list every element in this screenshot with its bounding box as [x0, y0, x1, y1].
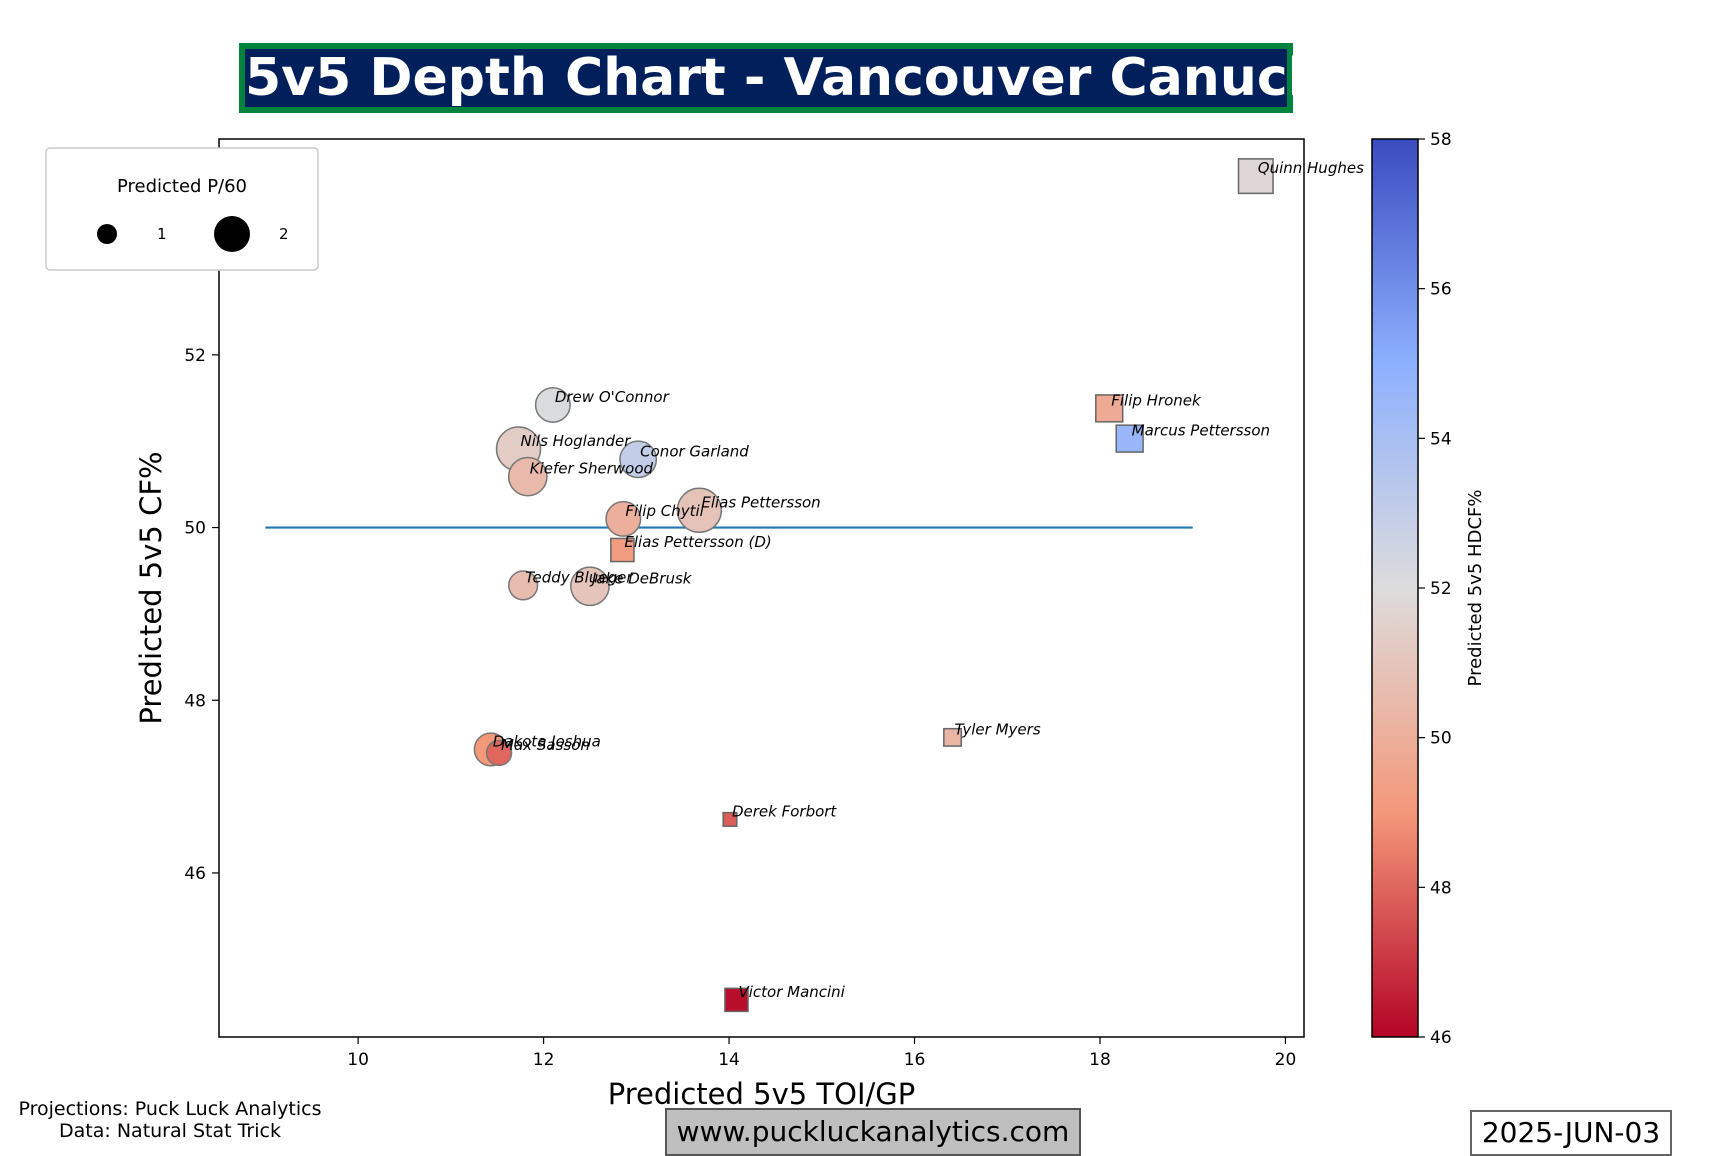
x-axis-label: Predicted 5v5 TOI/GP [608, 1077, 915, 1111]
player-label: Jake DeBrusk [589, 569, 693, 587]
player-label: Dakota Joshua [493, 732, 601, 750]
forward-marker [507, 456, 548, 497]
legend-label-small: 1 [157, 225, 167, 243]
player-label: Victor Mancini [738, 983, 845, 1001]
y-tick-label: 48 [184, 691, 206, 711]
credits-projections: Projections: Puck Luck Analytics [18, 1098, 322, 1120]
size-legend: Predicted P/60 1 2 [45, 147, 319, 271]
x-tick-label: 16 [904, 1050, 926, 1070]
player-label: Kiefer Sherwood [530, 460, 654, 478]
player-label: Filip Chytil [625, 502, 704, 520]
defense-marker [1095, 394, 1124, 423]
legend-label-large: 2 [279, 225, 289, 243]
plot-area: Drew O'Connor Nils Hoglander Conor Garland… [265, 158, 1364, 1013]
defense-marker [724, 987, 749, 1013]
legend-title: Predicted P/60 [117, 176, 247, 197]
legend-marker-large [214, 216, 250, 252]
colorbar-tick-label: 46 [1430, 1028, 1452, 1048]
player-label: Filip Hronek [1111, 391, 1202, 409]
player-label: Nils Hoglander [521, 432, 632, 450]
forward-marker [570, 566, 610, 607]
forward-marker [534, 386, 571, 423]
x-tick-label: 18 [1089, 1050, 1111, 1070]
defense-marker [1115, 424, 1144, 453]
player-label: Tyler Myers [955, 720, 1041, 738]
player-label: Marcus Pettersson [1132, 422, 1270, 440]
defense-marker [943, 727, 962, 747]
player-label: Conor Garland [640, 442, 749, 460]
y-axis-label: Predicted 5v5 CF% [134, 451, 168, 724]
defense-marker [610, 537, 635, 563]
forward-marker [508, 570, 539, 601]
colorbar-tick-label: 52 [1430, 579, 1452, 599]
colorbar-gradient [1371, 138, 1419, 1038]
y-tick-label: 52 [184, 346, 206, 366]
legend-marker-small [97, 224, 117, 244]
y-tick-label: 46 [184, 864, 206, 884]
plot-frame [218, 138, 1305, 1038]
forward-marker [619, 440, 658, 479]
forward-marker [605, 500, 642, 537]
x-tick-label: 20 [1275, 1050, 1297, 1070]
forward-marker [485, 739, 513, 767]
x-tick-label: 14 [718, 1050, 740, 1070]
player-label: Quinn Hughes [1258, 159, 1364, 177]
player-label: Drew O'Connor [555, 388, 670, 406]
credits-data-source: Data: Natural Stat Trick [59, 1120, 281, 1142]
player-label: Elias Pettersson [701, 493, 820, 511]
x-tick-label: 12 [533, 1050, 555, 1070]
player-label: Elias Pettersson (D) [624, 533, 771, 551]
player-label: Teddy Blueger [525, 568, 633, 586]
player-label: Derek Forbort [732, 802, 837, 820]
colorbar-tick-label: 50 [1430, 729, 1452, 749]
forward-marker [676, 487, 723, 534]
x-tick-label: 10 [347, 1050, 369, 1070]
defense-marker [1237, 158, 1274, 195]
colorbar-tick-label: 56 [1430, 280, 1452, 300]
legend-box [45, 147, 319, 271]
defense-marker [722, 811, 738, 827]
website-label[interactable]: www.puckluckanalytics.com [665, 1108, 1081, 1156]
colorbar-tick-label: 54 [1430, 429, 1452, 449]
player-label: Max Sasson [501, 736, 590, 754]
chart-title: 5v5 Depth Chart - Vancouver Canucks [239, 43, 1353, 113]
credits: Projections: Puck Luck Analytics Data: N… [10, 1098, 330, 1142]
y-tick-label: 50 [184, 519, 206, 539]
colorbar: 46 48 50 52 54 56 58 Predicted 5v5 HDCF% [1371, 130, 1486, 1048]
colorbar-label: Predicted 5v5 HDCF% [1465, 490, 1486, 687]
colorbar-tick-label: 48 [1430, 878, 1452, 898]
colorbar-tick-label: 58 [1430, 130, 1452, 150]
date-label: 2025-JUN-03 [1470, 1110, 1672, 1156]
